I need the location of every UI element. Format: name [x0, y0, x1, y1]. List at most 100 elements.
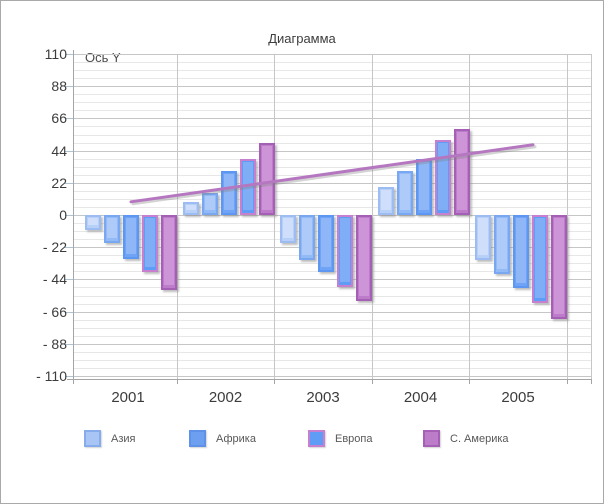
bar	[356, 215, 372, 302]
y-tick-label: - 110	[36, 368, 67, 384]
y-axis-title: Ось Y	[85, 50, 121, 65]
y-gridline-minor	[73, 198, 591, 200]
bar-highlight	[516, 218, 526, 284]
y-gridline-minor	[73, 134, 591, 136]
category-separator	[591, 54, 592, 379]
bar-highlight	[359, 218, 369, 297]
y-tick-label: 0	[59, 207, 67, 223]
x-tick-label: 2001	[111, 389, 145, 406]
y-axis-line	[73, 50, 74, 379]
y-tick-label: - 66	[42, 303, 67, 320]
y-axis-tick	[65, 54, 73, 55]
y-gridline-major	[73, 118, 591, 120]
category-separator	[176, 54, 178, 379]
y-gridline-minor	[73, 78, 591, 80]
bar-highlight	[497, 218, 507, 269]
bar	[551, 215, 567, 319]
x-axis-tick	[469, 379, 470, 384]
bar-highlight	[302, 218, 312, 256]
bar	[415, 159, 432, 215]
y-gridline-major	[73, 343, 591, 345]
category-separator	[566, 54, 568, 379]
bar	[123, 215, 139, 259]
y-gridline-minor	[73, 351, 591, 353]
bar	[142, 215, 158, 273]
bar	[280, 215, 296, 243]
y-gridline-major	[73, 376, 591, 377]
legend-label: Азия	[111, 432, 136, 445]
legend-label: Европа	[335, 432, 373, 445]
x-tick-label: 2005	[501, 389, 535, 406]
bar	[104, 215, 120, 243]
y-gridline-minor	[73, 62, 591, 64]
bar	[161, 215, 177, 290]
x-tick-label: 2002	[208, 389, 243, 406]
bar-highlight	[380, 190, 391, 210]
bar	[201, 193, 218, 215]
y-gridline-minor	[73, 359, 591, 361]
y-tick-label: 44	[51, 142, 67, 159]
y-gridline-major	[73, 54, 591, 55]
bar	[532, 215, 548, 303]
y-gridline-minor	[73, 70, 591, 72]
bar-highlight	[261, 146, 272, 210]
bar	[377, 187, 394, 215]
y-gridline-major	[73, 311, 591, 313]
x-axis-tick	[566, 379, 568, 384]
y-gridline-major	[73, 182, 591, 184]
y-axis-tick	[65, 311, 73, 313]
y-gridline-minor	[73, 303, 591, 305]
bar	[494, 215, 510, 274]
bar	[453, 128, 470, 215]
bar	[337, 215, 353, 287]
bar-highlight	[321, 218, 331, 268]
y-axis-tick	[65, 343, 73, 345]
y-tick-label: 88	[51, 78, 67, 95]
legend-swatch	[84, 430, 101, 447]
bar-highlight	[340, 218, 350, 282]
bar-highlight	[283, 218, 293, 238]
bar	[299, 215, 315, 261]
bar-highlight	[456, 131, 467, 210]
y-gridline-minor	[73, 287, 591, 289]
x-axis-tick	[176, 379, 178, 384]
y-gridline-minor	[73, 158, 591, 160]
chart-title: Диаграмма	[268, 31, 336, 46]
y-tick-label: - 44	[42, 271, 67, 288]
y-axis-tick	[65, 279, 73, 281]
y-gridline-minor	[73, 142, 591, 144]
x-axis-tick	[371, 379, 373, 384]
y-tick-label: - 88	[42, 335, 67, 352]
y-axis-tick	[65, 376, 73, 377]
y-gridline-minor	[73, 327, 591, 329]
y-gridline-minor	[73, 190, 591, 192]
category-separator	[469, 54, 470, 379]
bar-highlight	[399, 174, 410, 210]
y-gridline-minor	[73, 206, 591, 208]
y-gridline-major	[73, 86, 591, 88]
legend-item: Европа	[308, 430, 373, 447]
bar-highlight	[185, 204, 196, 210]
y-tick-label: - 22	[42, 239, 67, 256]
bar-highlight	[242, 162, 253, 210]
y-gridline-minor	[73, 174, 591, 176]
legend-swatch	[423, 430, 440, 447]
legend-item: Азия	[84, 430, 135, 447]
bar-highlight	[437, 143, 448, 210]
y-gridline-minor	[73, 166, 591, 168]
y-axis-tick	[65, 150, 73, 152]
bar	[513, 215, 529, 289]
y-gridline-minor	[73, 94, 591, 96]
category-separator	[274, 54, 275, 379]
legend-item: Африка	[189, 430, 256, 447]
x-axis-tick	[73, 379, 74, 384]
bar	[182, 201, 199, 215]
bar-highlight	[107, 218, 117, 238]
bar-highlight	[535, 218, 545, 298]
y-gridline-minor	[73, 102, 591, 104]
bar	[85, 215, 101, 230]
x-tick-label: 2003	[306, 389, 340, 406]
bar-highlight	[223, 174, 234, 210]
bar	[434, 140, 451, 215]
